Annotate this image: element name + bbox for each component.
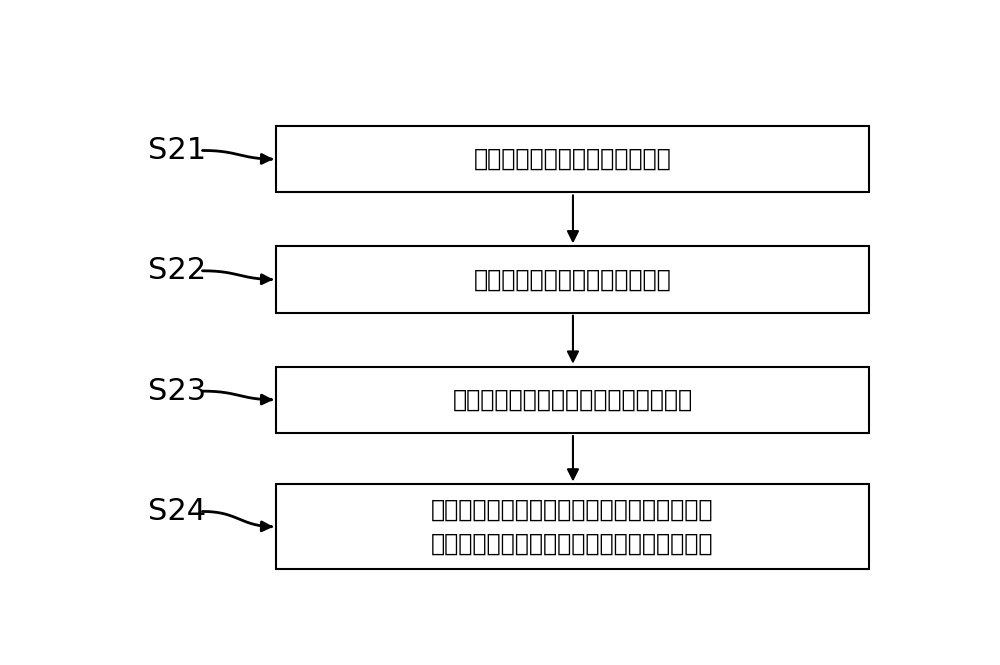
Text: S21: S21 <box>148 136 206 165</box>
FancyBboxPatch shape <box>276 126 869 192</box>
Text: 通过体动判决方法去除体动信号: 通过体动判决方法去除体动信号 <box>474 267 671 291</box>
Text: S23: S23 <box>148 376 207 406</box>
Text: S22: S22 <box>148 256 206 285</box>
FancyBboxPatch shape <box>276 246 869 313</box>
Text: 将去除无效信号区间后的生命体征信号进行合
理拼接，获得去除干扰后的有效体征信号集合: 将去除无效信号区间后的生命体征信号进行合 理拼接，获得去除干扰后的有效体征信号集… <box>431 498 714 555</box>
FancyBboxPatch shape <box>276 366 869 433</box>
FancyBboxPatch shape <box>276 484 869 569</box>
Text: 通过信号有效性判决去除无效信号区间: 通过信号有效性判决去除无效信号区间 <box>452 388 693 412</box>
Text: 通过离床判决方法去除离床信号: 通过离床判决方法去除离床信号 <box>474 147 671 171</box>
Text: S24: S24 <box>148 497 206 526</box>
